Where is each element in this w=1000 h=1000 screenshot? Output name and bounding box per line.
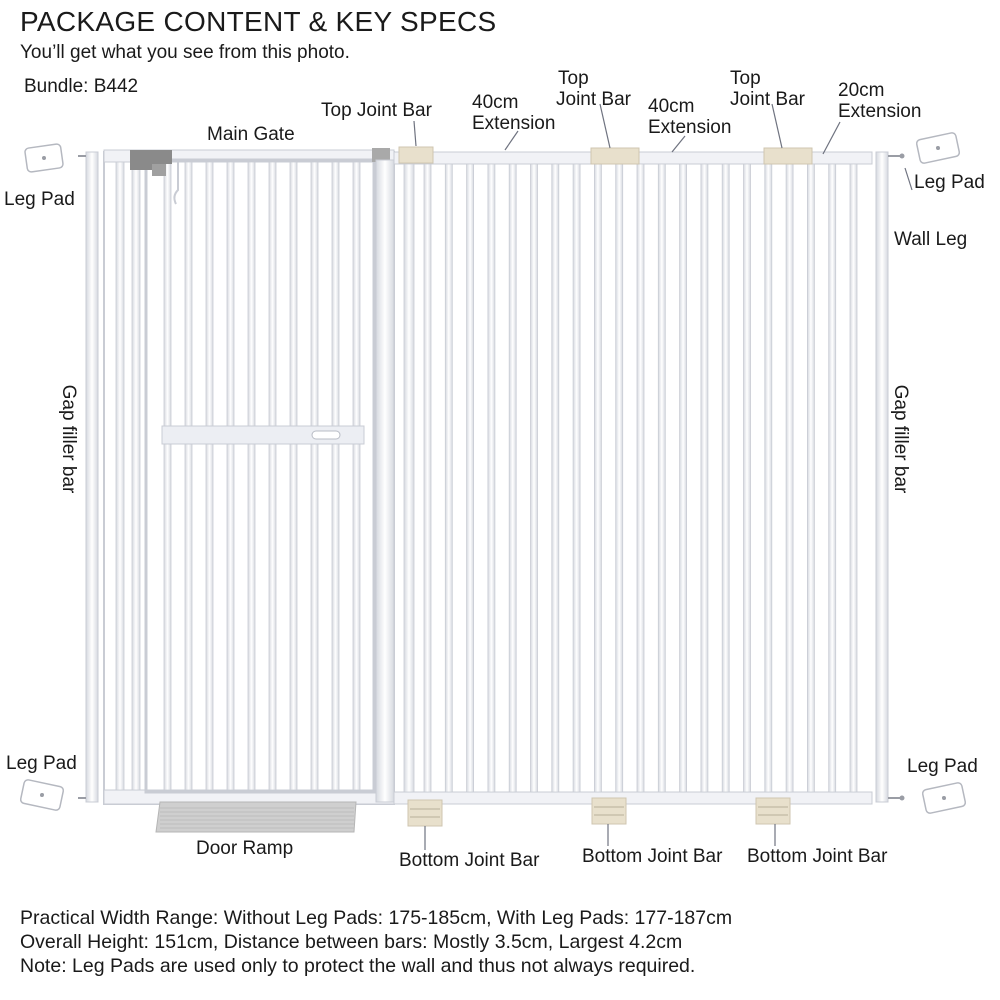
gate-bar [444,163,453,793]
gate-bar [487,163,496,793]
gate-bar [205,161,214,791]
bottom-joint-bar-2 [591,797,627,825]
bottom-joint-bar-label-3: Bottom Joint Bar [747,846,888,867]
gate-bar [352,161,361,791]
extension-40cm-label-1: 40cm Extension [472,92,556,134]
gate-bar [700,163,709,793]
door-ramp-label: Door Ramp [196,838,294,859]
bottom-joint-bar-label-2: Bottom Joint Bar [582,846,723,867]
spec-note: Note: Leg Pads are used only to protect … [20,955,696,977]
right-gap-filler-bar [875,151,905,803]
gate-bar [331,161,340,791]
leg-pad-label-top-right: Leg Pad [914,172,985,193]
gate-bar [247,161,256,791]
leg-pad-top-right [915,132,961,164]
gate-bar [657,163,666,793]
leg-pad-bottom-left [19,779,65,811]
door-ramp [155,801,357,833]
main-gate-bars [115,161,361,791]
gate-bar [115,161,125,791]
main-gate-label: Main Gate [207,124,295,145]
leg-pad-label-bottom-right: Leg Pad [907,756,978,777]
gate-bar [679,163,687,793]
leg-pad-label-bottom-left: Leg Pad [6,753,77,774]
leg-pad-label-top-left: Leg Pad [4,189,75,210]
top-joint-bar-label-3: Top Joint Bar [730,68,805,110]
gap-filler-label-left: Gap filler bar [58,384,79,494]
bundle-label: Bundle: B442 [24,76,139,97]
extension-bars [403,163,858,793]
gate-bar [764,163,773,793]
left-gap-filler-bar [78,151,99,803]
extension-40cm-label-2: 40cm Extension [648,96,732,138]
gate-bar [551,163,560,793]
gate-bar [828,163,837,793]
leg-pad-bottom-right [921,782,967,814]
gate-bar [184,161,193,791]
gate-bar [530,163,538,793]
gate-bar [403,163,415,793]
bottom-joint-bar-3 [755,797,791,825]
gate-bar [466,163,475,793]
gate-bar [163,161,172,791]
top-joint-bar-3 [763,147,813,165]
spec-width-range: Practical Width Range: Without Leg Pads:… [20,907,733,929]
gate-bar [268,161,277,791]
gate-bar [785,163,794,793]
top-joint-bar-label-1: Top Joint Bar [321,100,432,121]
gate-bar [636,163,645,793]
gate-bar [594,163,602,793]
gate-bar [508,163,517,793]
gap-filler-label-right: Gap filler bar [890,384,911,494]
gate-bar [131,161,141,791]
gate-bar [226,161,235,791]
gate-bar [615,163,624,793]
wall-leg-label: Wall Leg [894,229,968,250]
bottom-joint-bar-label-1: Bottom Joint Bar [399,850,540,871]
page-subtitle: You’ll get what you see from this photo. [20,42,350,63]
top-joint-bar-label-2: Top Joint Bar [556,68,631,110]
gate-bar [721,163,730,793]
top-joint-bar-2 [590,147,640,165]
extension-20cm-label: 20cm Extension [838,80,922,122]
main-gate [103,148,395,805]
gate-bar [849,163,858,793]
gate-bar [807,163,815,793]
page-title: PACKAGE CONTENT & KEY SPECS [20,6,497,37]
gate-bar [572,163,581,793]
leg-pad-top-left [24,143,64,173]
gate-bar [423,163,432,793]
top-joint-bar-1 [398,146,434,164]
gate-bar [289,161,298,791]
extension-panels [393,151,873,805]
gate-bar [743,163,751,793]
leader-lines [413,103,913,850]
specs-block: Practical Width Range: Without Leg Pads:… [20,906,732,978]
gate-bar [310,161,319,791]
bottom-joint-bar-1 [407,799,443,827]
spec-height-spacing: Overall Height: 151cm, Distance between … [20,931,683,953]
